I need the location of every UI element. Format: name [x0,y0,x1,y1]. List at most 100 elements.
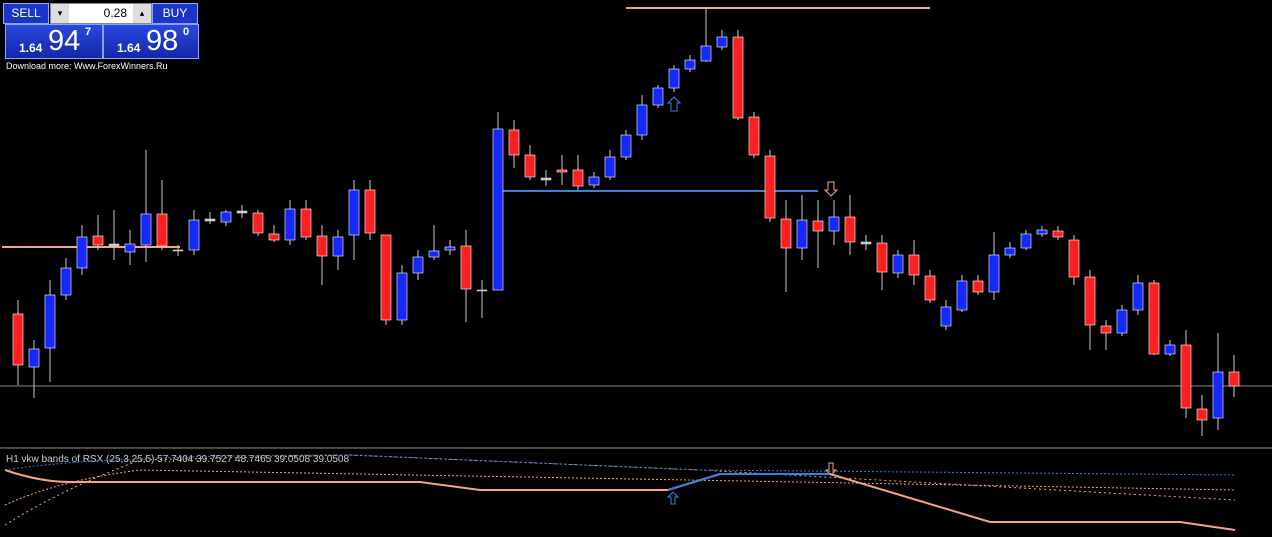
candle-body [524,154,536,178]
candle-body [876,242,888,273]
candle-body [812,220,824,232]
candle-body [1068,239,1080,278]
candle-body [1100,325,1112,334]
candle-body [76,236,88,269]
candle-body [412,256,424,274]
candle-body [444,246,456,251]
candle-body [316,235,328,257]
candle-body [556,169,568,173]
ask-pips: 98 [146,25,179,57]
ask-point: 0 [183,26,190,38]
candle-body [604,156,616,178]
bid-pips: 94 [48,25,81,57]
lot-value: 0.28 [103,6,127,20]
candle-body [732,36,744,119]
candle-body [1116,309,1128,334]
candle-body [172,249,184,252]
candle-body [140,213,152,246]
candle-body [156,213,168,247]
ask-box[interactable]: 1.64 98 0 [103,24,199,59]
bid-box[interactable]: 1.64 94 7 [5,24,103,59]
candle-body [28,348,40,368]
candle-body [988,254,1000,293]
lot-spinner[interactable]: ▾ 0.28 ▴ [50,3,152,24]
ask-big: 1.64 [117,41,141,55]
candle-body [380,234,392,321]
candle-body [588,176,600,186]
candle-body [940,306,952,327]
candle-body [348,189,360,236]
candle-body [268,233,280,241]
candle-body [572,169,584,187]
rsx-line [4,469,1236,531]
up-arrow [666,491,680,505]
candle-body [668,68,680,89]
candle-body [652,87,664,106]
sell-button[interactable]: SELL [3,3,49,24]
candle-body [780,218,792,249]
candle-body [892,254,904,274]
candle-body [796,219,808,249]
candle-body [1084,276,1096,326]
candle-body [236,210,248,214]
candle-body [1004,247,1016,256]
bid-big: 1.64 [19,41,43,55]
bid-point: 7 [85,26,92,38]
candle-body [700,45,712,62]
candle-body [924,275,936,301]
candle-body [1180,344,1192,409]
candle-body [908,254,920,276]
down-arrow [824,462,838,476]
candle-body [844,216,856,243]
candle-body [364,189,376,234]
candle-body [716,36,728,48]
candle-body [1148,282,1160,355]
up-arrow [666,96,682,112]
candle-body [12,313,24,366]
candle-body [460,245,472,290]
candle-body [764,155,776,219]
indicator-label: H1 vkw bands of RSX (25,3,25,5) 57.7404 … [6,454,349,465]
candle-body [428,250,440,258]
candle-body [956,280,968,311]
candle-body [188,219,200,251]
candle-body [684,59,696,70]
candle-body [492,128,504,291]
spin-up[interactable]: ▴ [133,4,151,23]
candle-body [92,235,104,246]
candle-body [204,218,216,222]
candle-body [108,243,120,247]
candle-body [1196,408,1208,421]
band [4,454,1236,476]
candle-body [332,236,344,257]
candle-body [220,211,232,223]
candle-body [1164,344,1176,355]
watermark: Download more: Www.ForexWinners.Ru [6,61,168,71]
rsx-line-up [667,473,830,491]
candle-body [748,116,760,156]
down-arrow [823,181,839,197]
spin-down[interactable]: ▾ [51,4,69,23]
buy-button[interactable]: BUY [152,3,198,24]
candle-body [252,212,264,234]
band [4,469,1236,506]
candle-body [60,267,72,296]
candle-body [1020,233,1032,249]
candle-body [972,280,984,293]
candle-body [508,129,520,156]
candle-body [860,241,872,245]
candle-body [1132,282,1144,311]
candle-body [540,177,552,181]
candles [12,8,1240,436]
candle-body [636,104,648,136]
candle-body [828,216,840,232]
candle-body [396,272,408,321]
candle-body [1228,371,1240,387]
band [4,454,1236,526]
candle-body [476,289,488,292]
candle-body [284,208,296,241]
candle-body [124,243,136,253]
candle-body [300,208,312,238]
